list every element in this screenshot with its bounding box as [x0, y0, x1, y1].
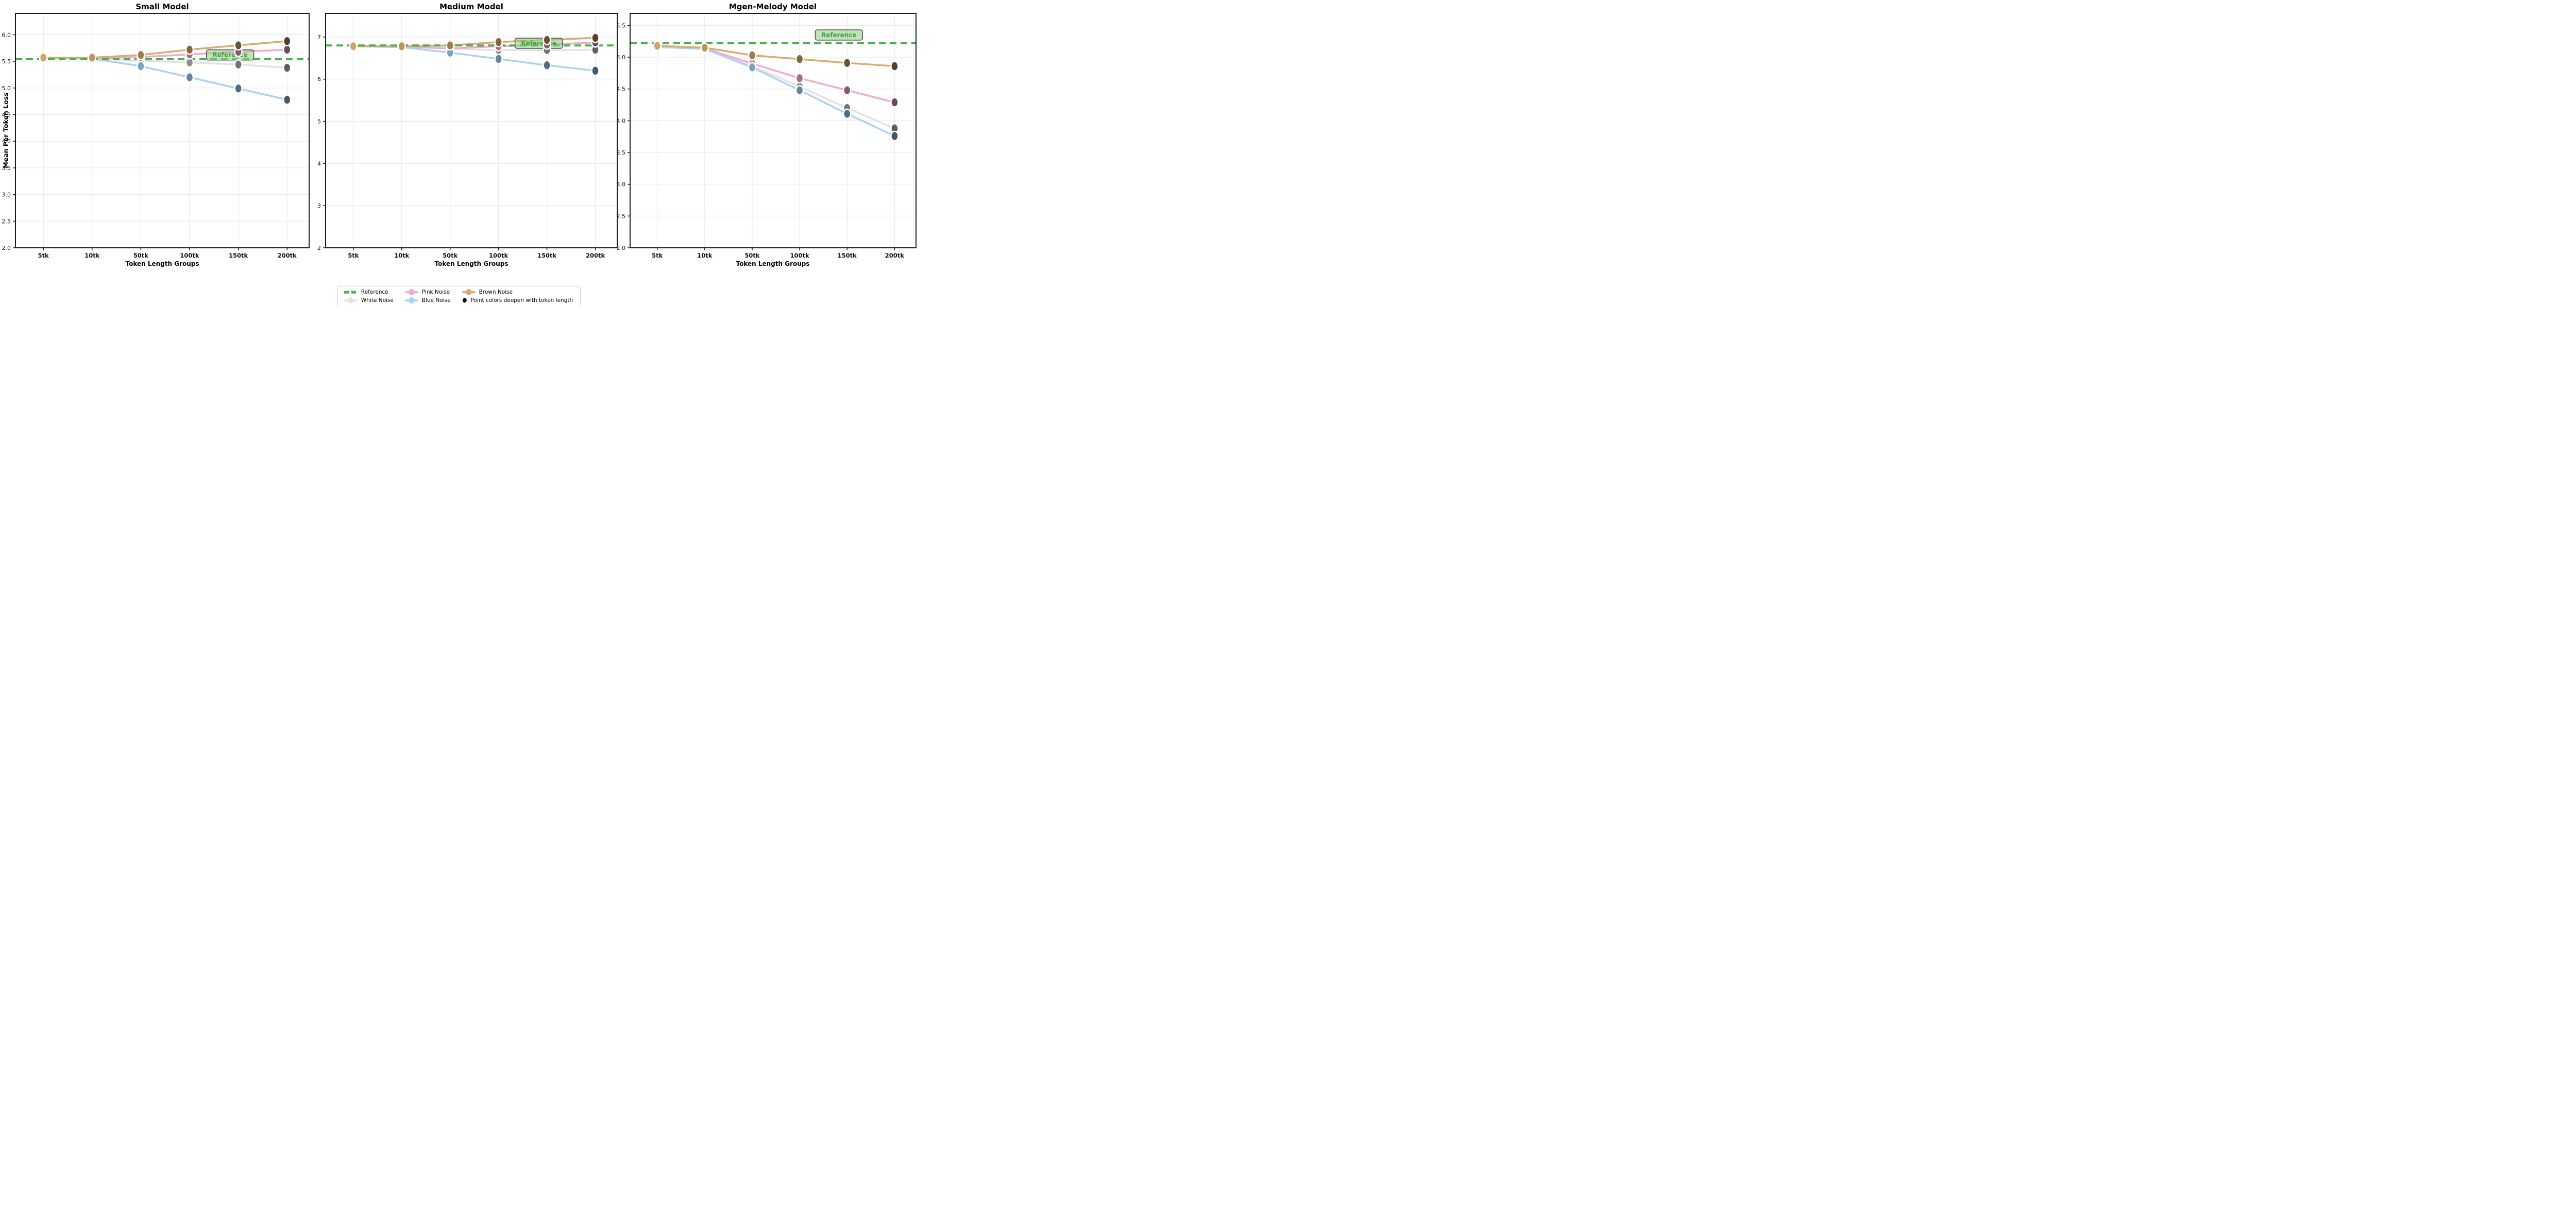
x-axis-label-medium: Token Length Groups: [434, 260, 509, 267]
x-axis-label-small: Token Length Groups: [125, 260, 199, 267]
y-tick-label: 6.0: [2, 31, 11, 38]
y-tick-label: 4.5: [2, 111, 11, 118]
x-tick-label: 100tk: [790, 252, 810, 259]
y-tick-label: 5.0: [617, 54, 626, 61]
y-axis-label: Mean Per Token Loss: [2, 92, 10, 168]
y-tick-label: 3.5: [617, 149, 626, 156]
legend-label: Reference: [361, 289, 388, 295]
y-tick-label: 4.0: [617, 117, 626, 124]
x-tick-label: 100tk: [489, 252, 509, 259]
plot-border: [325, 13, 618, 248]
black-point-icon: [462, 297, 467, 304]
y-tick-label: 5.5: [2, 58, 11, 65]
y-tick-label: 3.5: [2, 165, 11, 172]
brown_noise-points: [349, 32, 600, 52]
x-tick-label: 150tk: [838, 252, 857, 259]
x-tick-label: 5tk: [652, 252, 663, 259]
legend-item-point-colors-note: Point colors deepen with token length: [462, 297, 573, 304]
legend-item-pink-noise: Pink Noise: [404, 289, 451, 296]
x-tick-label: 100tk: [180, 252, 199, 259]
axis-ticks: 2.0 2.5 3.0 3.5 4.0 4.5 5.0 5.5 5tk 10tk 50tk 100tk…: [617, 22, 905, 259]
legend-label: Pink Noise: [421, 289, 450, 295]
gridlines: [630, 13, 916, 248]
plot-title-medium: Medium Model: [439, 2, 503, 11]
pink-noise-line-icon: [404, 289, 418, 296]
y-tick-label: 2.5: [2, 218, 11, 225]
y-tick-label: 4.0: [2, 138, 11, 145]
legend-item-brown-noise: Brown Noise: [462, 289, 573, 296]
axis-ticks: 2 3 4 5 6 7 5tk 10tk 50tk 100tk 150tk 200tk: [317, 34, 605, 259]
blue_noise-line: [42, 57, 288, 101]
y-tick-label: 2: [317, 245, 321, 251]
plot-border: [15, 13, 310, 248]
x-tick-label: 200tk: [278, 252, 297, 259]
plot-title-mgen-melody: Mgen-Melody Model: [728, 2, 817, 11]
reference-label: Reference: [821, 31, 857, 39]
x-tick-label: 150tk: [537, 252, 557, 259]
brown_noise-points: [39, 36, 292, 63]
y-tick-label: 5: [317, 118, 321, 125]
reference-label-box: Reference: [815, 29, 863, 41]
x-tick-label: 150tk: [229, 252, 248, 259]
charts-svg: Reference 2.0 2.5 3.0 3.5 4.0 4.5 5.0 5.5 6.0 5tk 1…: [2, 13, 917, 259]
x-tick-label: 5tk: [38, 252, 49, 259]
small-model-plot: Reference 2.0 2.5 3.0 3.5 4.0 4.5 5.0 5.5 6.0 5tk 1…: [2, 13, 310, 259]
plot-border: [630, 13, 917, 248]
y-tick-label: 5.5: [617, 22, 626, 29]
white-noise-line-icon: [344, 297, 358, 304]
y-tick-label: 2.0: [2, 245, 11, 251]
legend-label: White Noise: [361, 297, 394, 303]
x-tick-label: 50tk: [744, 252, 760, 259]
y-tick-label: 3.0: [2, 192, 11, 198]
y-tick-label: 6: [317, 76, 321, 83]
figure-canvas: Reference 2.0 2.5 3.0 3.5 4.0 4.5 5.0 5.5 6.0 5tk 1…: [0, 0, 918, 306]
legend-item-white-noise: White Noise: [344, 297, 394, 304]
x-tick-label: 10tk: [697, 252, 713, 259]
y-tick-label: 2.5: [617, 213, 626, 219]
brown_noise-line: [42, 40, 288, 59]
y-tick-label: 4.5: [617, 86, 626, 93]
legend-column-2: Pink Noise Blue Noise: [404, 289, 451, 304]
axis-ticks: 2.0 2.5 3.0 3.5 4.0 4.5 5.0 5.5 6.0 5tk 10tk 50tk 10…: [2, 31, 297, 259]
x-tick-label: 5tk: [348, 252, 359, 259]
y-tick-label: 7: [317, 34, 321, 41]
y-tick-label: 2.0: [617, 245, 626, 251]
brown_noise-points: [653, 40, 899, 72]
x-axis-label-mgen-melody: Token Length Groups: [736, 260, 810, 267]
legend-label: Brown Noise: [479, 289, 513, 295]
gridlines: [15, 13, 309, 248]
brown-noise-line-icon: [462, 289, 476, 296]
brown_noise-line: [656, 45, 896, 67]
reference-label-box: Reference: [514, 38, 563, 49]
legend-column-3: Brown Noise Point colors deepen with tok…: [462, 289, 573, 304]
white_noise-line: [656, 45, 896, 129]
medium-model-plot: Reference 2 3 4 5 6 7 5tk 10tk 50tk 100tk 150tk 200t…: [317, 13, 618, 259]
blue-noise-line-icon: [404, 297, 418, 304]
plot-title-small: Small Model: [135, 2, 189, 11]
blue_noise-line: [656, 46, 896, 137]
x-tick-label: 10tk: [84, 252, 100, 259]
legend-column-1: Reference White Noise: [344, 289, 394, 304]
white_noise-points: [653, 41, 899, 134]
x-tick-label: 50tk: [133, 252, 149, 259]
mgen-melody-model-plot: Reference 2.0 2.5 3.0 3.5 4.0 4.5 5.0 5.5 5tk 10tk…: [617, 13, 917, 259]
x-tick-label: 50tk: [443, 252, 458, 259]
legend-item-blue-noise: Blue Noise: [404, 297, 451, 304]
x-tick-label: 200tk: [586, 252, 605, 259]
y-tick-label: 4: [317, 160, 321, 167]
reference-label-box: Reference: [206, 49, 255, 61]
x-tick-label: 200tk: [885, 252, 905, 259]
y-tick-label: 5.0: [2, 85, 11, 92]
legend-item-reference: Reference: [344, 289, 394, 296]
legend: Reference White Noise Pink Noise Blue No…: [337, 286, 581, 306]
legend-label: Point colors deepen with token length: [470, 297, 573, 303]
pink_noise-points: [653, 41, 899, 108]
x-tick-label: 10tk: [394, 252, 410, 259]
pink_noise-line: [656, 45, 896, 104]
y-tick-label: 3.0: [617, 181, 626, 188]
reference-dashed-line-icon: [344, 289, 358, 296]
legend-label: Blue Noise: [421, 297, 451, 303]
y-tick-label: 3: [317, 202, 321, 209]
